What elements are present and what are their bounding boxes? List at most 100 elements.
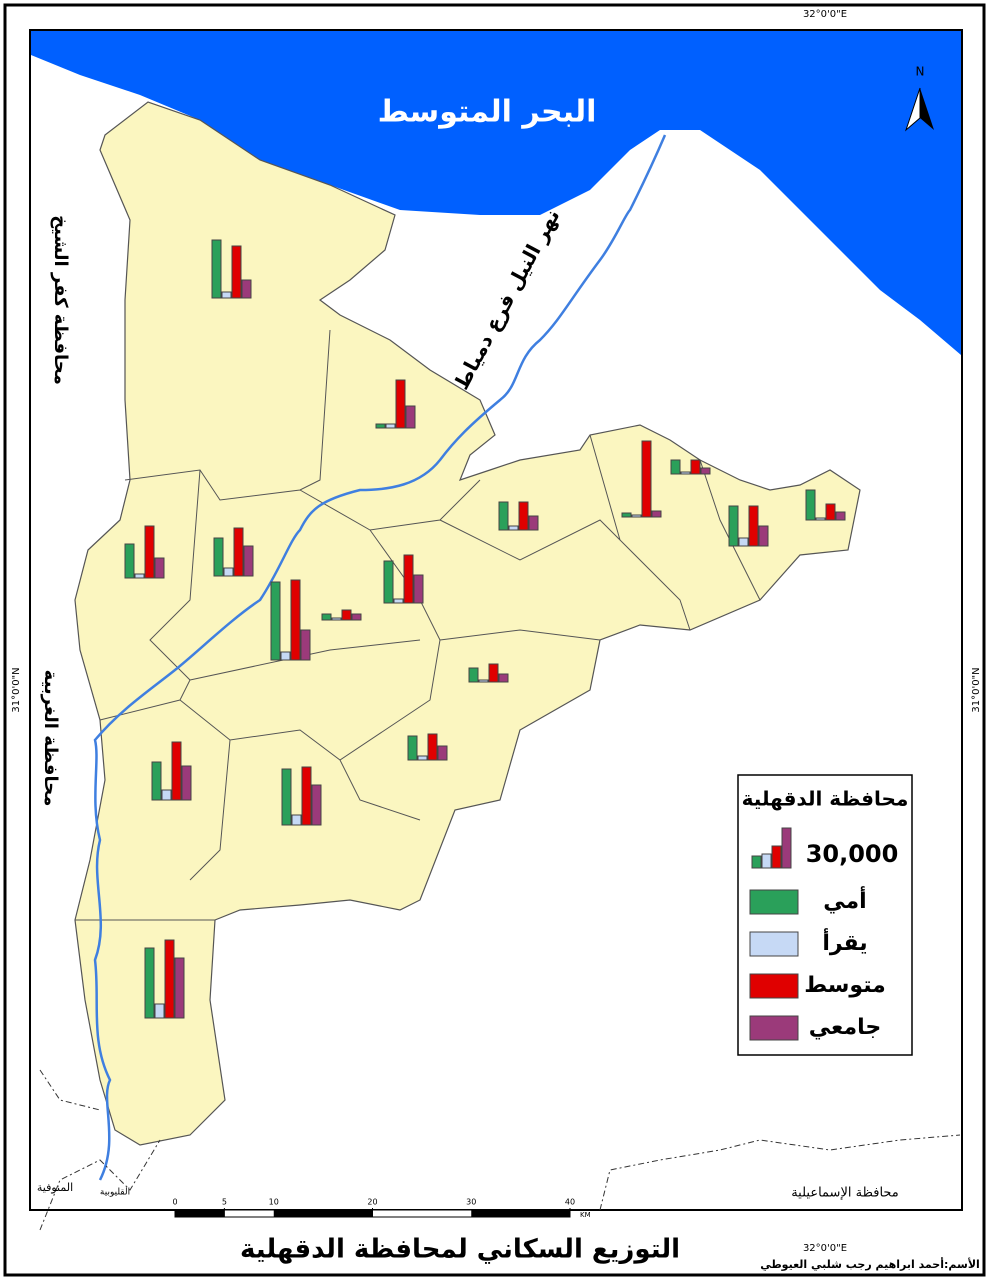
bar: [144, 947, 155, 1019]
bar: [641, 440, 652, 518]
bar: [748, 505, 759, 547]
bar: [383, 560, 394, 604]
legend-title: محافظة الدقهلية: [742, 787, 909, 811]
bar: [393, 598, 404, 604]
bar: [174, 957, 185, 1019]
bar: [124, 543, 135, 579]
bar: [223, 567, 234, 577]
neighbor-label: محافظة كفر الشيخ: [50, 215, 71, 385]
scale-bar-label: 0: [172, 1198, 177, 1207]
bar: [413, 574, 424, 604]
bar: [758, 525, 769, 547]
coordinate-label: 31°0'0"N: [11, 667, 22, 712]
bar: [805, 489, 816, 521]
north-arrow: N: [904, 65, 934, 132]
bar: [835, 511, 846, 521]
bar: [488, 663, 499, 683]
bar: [280, 651, 291, 661]
bar: [498, 501, 509, 531]
legend-symbol-bar: [771, 845, 782, 869]
bar: [680, 471, 691, 475]
bar: [738, 537, 749, 547]
neighbor-label: محافظة الإسماعيلية: [791, 1186, 899, 1201]
bar: [281, 768, 292, 826]
north-label: N: [916, 65, 925, 79]
legend-label: أمي: [823, 885, 866, 914]
scale-bar-label: 40: [565, 1198, 575, 1207]
coordinate-label: 32°0'0"E: [803, 1243, 847, 1254]
scale-bar-label: 30: [466, 1198, 476, 1207]
legend: محافظة الدقهلية 30,000: [737, 774, 913, 1056]
scale-bar-segment: [175, 1210, 225, 1217]
scale-bar-label: 10: [269, 1198, 279, 1207]
bar: [651, 510, 662, 518]
bar: [690, 459, 701, 475]
bar: [728, 505, 739, 547]
bar: [164, 939, 175, 1019]
scale-bar-label: 5: [222, 1198, 227, 1207]
legend-scale-bar: [781, 827, 792, 869]
bar: [437, 745, 448, 761]
legend-scale-label: 30,000: [806, 840, 899, 868]
bar: [815, 517, 826, 521]
bar: [498, 673, 509, 683]
legend-symbol-bar: [761, 853, 772, 869]
bar: [700, 467, 711, 475]
bar: [385, 423, 396, 429]
bar: [375, 423, 386, 429]
bar: [233, 527, 244, 577]
legend-swatch: [749, 889, 799, 915]
bar: [221, 291, 232, 299]
bar: [243, 545, 254, 577]
bar: [478, 679, 489, 683]
author: الأسم:أحمد ابراهيم رجب شلبي العيوطي: [760, 1257, 980, 1271]
legend-swatch: [749, 931, 799, 957]
bar: [151, 761, 162, 801]
bar: [270, 581, 281, 661]
bar: [518, 501, 529, 531]
bar: [341, 609, 352, 621]
legend-label: يقرأ: [822, 927, 867, 956]
bar: [403, 554, 414, 604]
bar: [427, 733, 438, 761]
dist-boundaries-south: [39, 1069, 961, 1231]
bar: [181, 765, 192, 801]
bar: [213, 537, 224, 577]
legend-box: [737, 774, 913, 1056]
neighbor-label: محافظة الغربية: [40, 670, 61, 807]
map-title: التوزيع السكاني لمحافظة الدقهلية: [240, 1235, 680, 1265]
legend-swatch: [749, 973, 799, 999]
legend-label: جامعي: [809, 1015, 881, 1040]
bar: [621, 512, 632, 518]
bar: [528, 515, 539, 531]
bar: [508, 525, 519, 531]
bar: [670, 459, 681, 475]
neighbor-label: القليوبية: [100, 1188, 130, 1198]
bar: [231, 245, 242, 299]
bar: [290, 579, 301, 661]
bar: [468, 667, 479, 683]
bar: [321, 613, 332, 621]
coordinate-label: 31°0'0"N: [971, 667, 982, 712]
bar: [417, 755, 428, 761]
bar: [300, 629, 311, 661]
coordinate-label: 32°0'0"E: [803, 9, 847, 20]
bar: [331, 617, 342, 621]
bar: [825, 503, 836, 521]
legend-label: متوسط: [804, 973, 886, 998]
bar: [395, 379, 406, 429]
bar: [631, 514, 642, 518]
bar: [301, 766, 312, 826]
river: [93, 134, 667, 1181]
legend-swatch: [749, 1015, 799, 1041]
scale-bar-segment: [273, 1210, 373, 1217]
legend-symbol-bar: [751, 855, 762, 869]
bar: [407, 735, 418, 761]
bar: [311, 784, 322, 826]
governorate: [74, 101, 861, 1146]
bar: [351, 613, 362, 621]
bar: [154, 1003, 165, 1019]
sea: [31, 31, 961, 355]
bar: [291, 814, 302, 826]
